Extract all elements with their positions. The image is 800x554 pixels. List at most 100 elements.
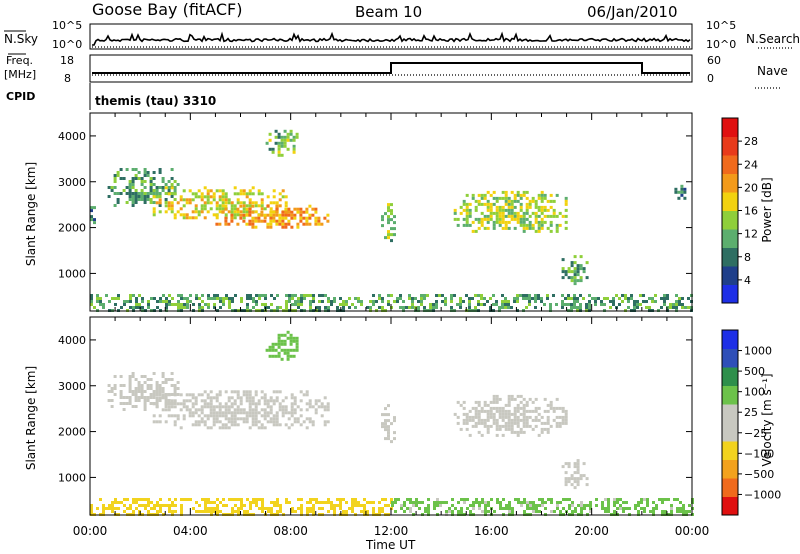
velocity-cell — [516, 409, 520, 413]
velocity-cell — [573, 465, 577, 469]
power-cell — [179, 195, 183, 199]
power-cell — [498, 217, 502, 221]
velocity-cell — [234, 510, 237, 513]
velocity-cell — [230, 396, 234, 400]
velocity-cell — [508, 510, 511, 513]
power-cell — [128, 192, 132, 195]
power-cell — [264, 294, 267, 297]
velocity-cell — [556, 504, 559, 507]
power-cell — [387, 203, 390, 207]
power-cell — [210, 297, 213, 300]
velocity-cell — [462, 406, 466, 410]
power-cell — [525, 202, 529, 206]
power-cell — [576, 270, 580, 274]
velocity-cell — [424, 507, 427, 510]
velocity-cell — [394, 501, 397, 504]
velocity-cell — [501, 433, 505, 437]
power-cell — [293, 207, 297, 211]
velocity-cell — [477, 418, 481, 422]
power-cell — [477, 220, 481, 224]
velocity-cell — [519, 406, 523, 410]
power-cell — [182, 198, 186, 202]
velocity-cell — [182, 399, 186, 403]
power-cell — [381, 306, 384, 309]
velocity-cell — [462, 418, 466, 422]
power-cell — [204, 303, 207, 306]
power-cell — [522, 229, 526, 233]
velocity-cell — [239, 399, 243, 403]
power-cell — [468, 223, 472, 227]
power-cell — [314, 216, 318, 220]
power-cell — [201, 300, 204, 303]
power-cell — [245, 204, 249, 208]
velocity-cell — [483, 400, 487, 404]
velocity-cell — [531, 409, 535, 413]
velocity-cell — [195, 510, 198, 513]
velocity-cell — [433, 504, 436, 507]
velocity-cell — [315, 501, 318, 504]
velocity-cell — [275, 414, 279, 418]
velocity-cell — [357, 501, 360, 504]
velocity-cell — [218, 420, 222, 424]
velocity-colorbar-tick-label: 25 — [744, 406, 758, 419]
power-cell — [675, 303, 678, 306]
velocity-cell — [215, 411, 219, 415]
velocity-cell — [295, 339, 299, 343]
power-cell — [93, 221, 96, 225]
velocity-cell — [225, 504, 228, 507]
power-cell — [426, 294, 429, 297]
power-cell — [483, 217, 487, 221]
power-cell — [227, 198, 231, 202]
velocity-cell — [263, 402, 267, 406]
power-cell — [318, 306, 321, 309]
power-cell — [495, 303, 498, 306]
power-cell — [128, 186, 132, 189]
velocity-cell — [179, 393, 183, 397]
nsearch-label: N.Search — [746, 32, 800, 46]
velocity-cell — [487, 504, 490, 507]
power-cell — [567, 294, 570, 297]
power-cell — [489, 217, 493, 221]
power-cell — [513, 193, 517, 197]
velocity-cell — [152, 396, 156, 399]
velocity-cell — [586, 504, 589, 507]
power-cell — [168, 303, 171, 306]
power-cell — [357, 297, 360, 300]
beam-label: Beam 10 — [355, 3, 422, 21]
power-cell — [218, 198, 222, 202]
power-cell — [651, 300, 654, 303]
velocity-cell — [245, 417, 249, 421]
power-cell — [200, 210, 204, 214]
velocity-cell — [249, 507, 252, 510]
velocity-cell — [462, 412, 466, 416]
velocity-cell — [173, 384, 177, 387]
velocity-cell — [102, 510, 105, 513]
velocity-cell — [510, 394, 514, 398]
velocity-cell — [445, 510, 448, 513]
velocity-cell — [510, 424, 514, 428]
velocity-cell — [135, 507, 138, 510]
power-cell — [143, 198, 147, 201]
velocity-cell — [167, 405, 171, 409]
power-cell — [251, 210, 255, 214]
velocity-cell — [156, 510, 159, 513]
power-cell — [305, 219, 309, 223]
velocity-cell — [492, 394, 496, 398]
power-cell — [504, 220, 508, 224]
velocity-cell — [499, 501, 502, 504]
power-cell — [277, 141, 281, 145]
velocity-cell — [564, 480, 568, 484]
power-cell — [305, 216, 309, 220]
velocity-cell — [498, 415, 502, 419]
power-cell — [182, 189, 186, 193]
power-cell — [200, 204, 204, 208]
velocity-cell — [516, 415, 520, 419]
power-cell — [522, 226, 526, 230]
velocity-cell — [619, 507, 622, 510]
velocity-colorbar-tick-label: −25 — [744, 427, 767, 440]
velocity-cell — [517, 498, 520, 501]
velocity-cell — [132, 501, 135, 504]
power-cell — [288, 297, 291, 300]
power-cell — [680, 184, 684, 188]
